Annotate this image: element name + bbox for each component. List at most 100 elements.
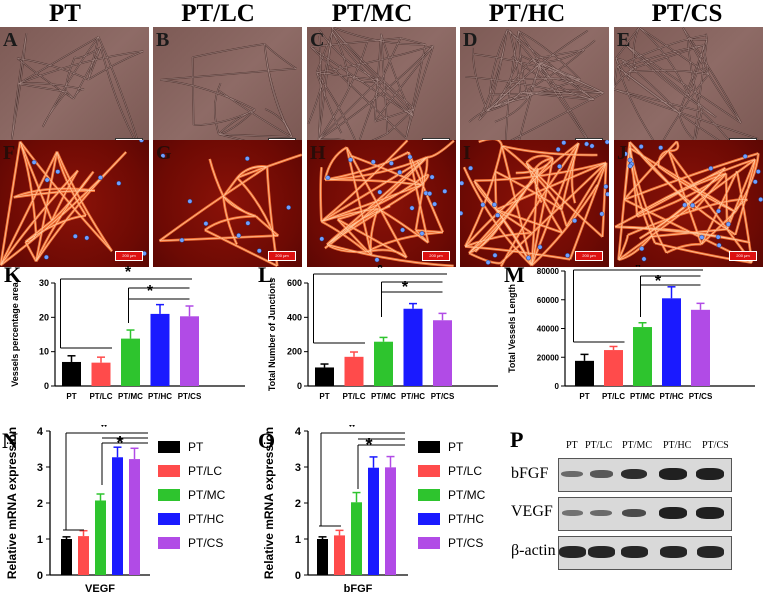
junction-node [725, 221, 731, 227]
legend-label: PT/LC [188, 464, 223, 478]
panel-letter: H [310, 142, 326, 164]
junction-node [742, 153, 748, 159]
y-tick-label: 3 [295, 462, 301, 474]
legend-label: PT/MC [188, 488, 226, 502]
panel-letter: E [617, 29, 631, 51]
vessel-network [460, 140, 609, 267]
legend-label: PT/MC [448, 488, 486, 502]
legend-item: PT [418, 440, 463, 454]
bar [61, 539, 72, 575]
legend-label: PT [448, 440, 464, 454]
blot-col-pt-cs: PT/CS [702, 440, 729, 451]
junction-node [460, 210, 464, 216]
blot-band [622, 508, 646, 518]
y-tick-label: 4 [37, 426, 44, 438]
significance-star: * [655, 273, 662, 290]
legend-item: PT [158, 440, 203, 454]
junction-node [84, 235, 90, 241]
legend-item: PT/CS [158, 536, 223, 550]
junction-node [708, 165, 714, 171]
blot-col-pt-hc: PT/HC [663, 440, 692, 451]
legend-swatch [158, 441, 180, 453]
x-tick-label: PT [579, 392, 589, 401]
column-title-pt-mc: PT/MC [331, 0, 413, 27]
panel-letter: C [310, 29, 325, 51]
chart-vessels-percentage-area: 0 10 20 30 Vessels percentage area PT PT/LC PT/… [10, 265, 245, 401]
panel-letter: F [3, 142, 16, 164]
micrograph-phase: A200 μm [0, 27, 149, 154]
junction-node [589, 143, 595, 149]
junction-node [377, 189, 383, 195]
significance-star: * [377, 265, 384, 277]
panel-letter-m: M [504, 262, 525, 287]
significance-star: * [116, 433, 123, 453]
y-axis-label: Total Number of Junctions [267, 278, 277, 391]
panel-letter-o: O [258, 428, 276, 453]
bar [403, 308, 423, 386]
blot-label-beta-actin: β-actin [511, 542, 556, 559]
legend-swatch [418, 489, 440, 501]
legend-swatch [418, 465, 440, 477]
x-tick-label: PT/MC [371, 392, 396, 401]
chart-total-junctions: 0 200 400 600 Total Number of Junctions PT PT/… [267, 265, 498, 401]
y-tick-label: 3 [37, 462, 43, 474]
y-tick-label: 1 [295, 534, 301, 546]
blot-band [561, 470, 583, 478]
x-tick-label: PT [319, 392, 329, 401]
chart-total-vessels-length: 0 20000 40000 60000 80000 Total Vessels Lengt… [507, 265, 755, 401]
y-tick-label: 1 [37, 534, 43, 546]
panel-letter: I [463, 142, 471, 164]
blot-col-pt-lc: PT/LC [585, 440, 613, 451]
panel-letter-k: K [4, 262, 22, 287]
tube-segment [158, 153, 302, 267]
junction-node [572, 218, 578, 224]
x-tick-label: PT/CS [431, 392, 455, 401]
column-title-pt-cs: PT/CS [651, 0, 723, 27]
micrograph-fluorescence: G 200 μm [153, 140, 302, 267]
junction-node [480, 202, 486, 208]
micrograph-phase: C200 μm [307, 27, 456, 154]
bar [129, 459, 140, 575]
vessel-network [11, 33, 144, 152]
y-axis-label: Total Vessels Length [507, 284, 517, 373]
vessel-network [319, 140, 455, 267]
junction-node [407, 154, 413, 160]
western-blot: PT PT/LC PT/MC PT/HC PT/CS bFGF VEGF β-a… [510, 430, 765, 601]
bar [62, 361, 81, 386]
junction-node [468, 165, 474, 171]
column-title-pt-lc: PT/LC [181, 0, 255, 27]
x-tick-label: PT/LC [602, 392, 625, 401]
bar [150, 313, 170, 386]
legend-label: PT [188, 440, 204, 454]
tube-core [614, 141, 759, 263]
junction-node [432, 201, 438, 207]
y-tick-label: 40000 [537, 325, 560, 334]
legend-label: PT/CS [448, 536, 484, 550]
bar [604, 350, 623, 386]
junction-node [374, 257, 380, 263]
junction-node [400, 227, 406, 233]
tube-segment [0, 140, 128, 267]
scale-bar: 200 μm [115, 251, 143, 261]
panel-letter-n: N [2, 428, 18, 453]
junction-node [603, 184, 609, 190]
junction-node [491, 202, 497, 208]
junction-node [682, 202, 688, 208]
x-tick-label: PT/HC [401, 392, 425, 401]
blot-band [696, 468, 724, 480]
panel-letter-p: P [510, 427, 524, 452]
tube-core [0, 141, 127, 266]
junction-node [160, 153, 166, 159]
bar [91, 362, 111, 386]
x-tick-label: PT/LC [342, 392, 365, 401]
junction-node [716, 208, 721, 214]
vessel-network [0, 140, 147, 267]
legend-label: PT/CS [188, 536, 224, 550]
vessel-network [614, 140, 763, 264]
junction-node [557, 163, 562, 169]
y-tick-label: 200 [287, 347, 302, 357]
junction-node [187, 198, 193, 204]
x-tick-label: PT/HC [660, 392, 684, 401]
y-tick-label: 0 [37, 570, 43, 582]
junction-node [492, 252, 498, 258]
